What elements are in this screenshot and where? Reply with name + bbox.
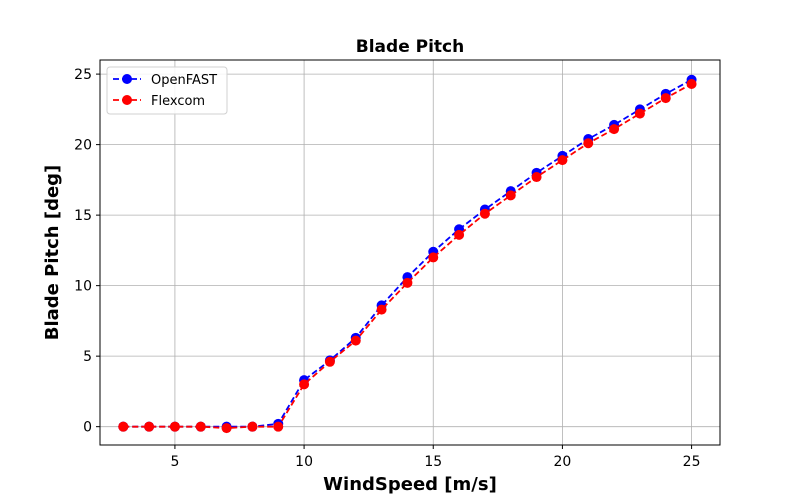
data-point-flexcom	[169, 421, 180, 432]
data-point-flexcom	[299, 379, 310, 390]
data-point-flexcom	[479, 208, 490, 219]
series-line-openfast	[123, 78, 693, 428]
x-tick-label: 5	[170, 454, 179, 470]
y-axis-label: Blade Pitch [deg]	[42, 165, 63, 341]
data-point-flexcom	[454, 229, 465, 240]
data-point-flexcom	[531, 172, 542, 183]
data-point-flexcom	[273, 421, 284, 432]
y-tick-label: 10	[74, 279, 92, 295]
x-tick-label: 25	[683, 454, 701, 470]
data-point-flexcom	[557, 155, 568, 166]
data-point-flexcom	[505, 190, 516, 201]
x-tick-label: 10	[295, 454, 313, 470]
data-point-flexcom	[402, 277, 413, 288]
chart-title: Blade Pitch	[356, 37, 464, 57]
data-point-flexcom	[634, 108, 645, 119]
y-tick-label: 15	[74, 208, 92, 224]
data-point-flexcom	[118, 421, 129, 432]
series-layer	[118, 74, 697, 434]
legend-label-flexcom: Flexcom	[151, 94, 205, 109]
data-point-flexcom	[195, 421, 206, 432]
data-point-flexcom	[247, 421, 258, 432]
data-point-flexcom	[324, 356, 335, 367]
series-line-flexcom	[123, 83, 693, 429]
x-axis-label: WindSpeed [m/s]	[323, 474, 497, 495]
legend: OpenFAST Flexcom	[106, 66, 228, 115]
x-tick-label: 15	[424, 454, 442, 470]
y-tick-label: 25	[74, 67, 92, 83]
plot-frame	[99, 59, 721, 446]
axis-ticks: 5 10 15 20 25 0 5 10 15 20 25	[74, 67, 700, 470]
y-tick-label: 5	[83, 349, 92, 365]
data-point-flexcom	[350, 335, 361, 346]
data-point-flexcom	[221, 423, 232, 434]
data-point-flexcom	[376, 304, 387, 315]
data-point-flexcom	[144, 421, 155, 432]
data-point-flexcom	[609, 124, 620, 135]
data-point-flexcom	[660, 93, 671, 104]
series-flexcom	[118, 78, 697, 434]
x-tick-label: 20	[554, 454, 572, 470]
data-point-flexcom	[583, 138, 594, 149]
legend-marker-openfast	[122, 74, 132, 84]
data-point-flexcom	[428, 252, 439, 263]
legend-marker-flexcom	[122, 95, 132, 105]
y-tick-label: 20	[74, 138, 92, 154]
data-point-flexcom	[686, 78, 697, 89]
y-tick-label: 0	[83, 420, 92, 436]
legend-label-openfast: OpenFAST	[151, 73, 217, 88]
